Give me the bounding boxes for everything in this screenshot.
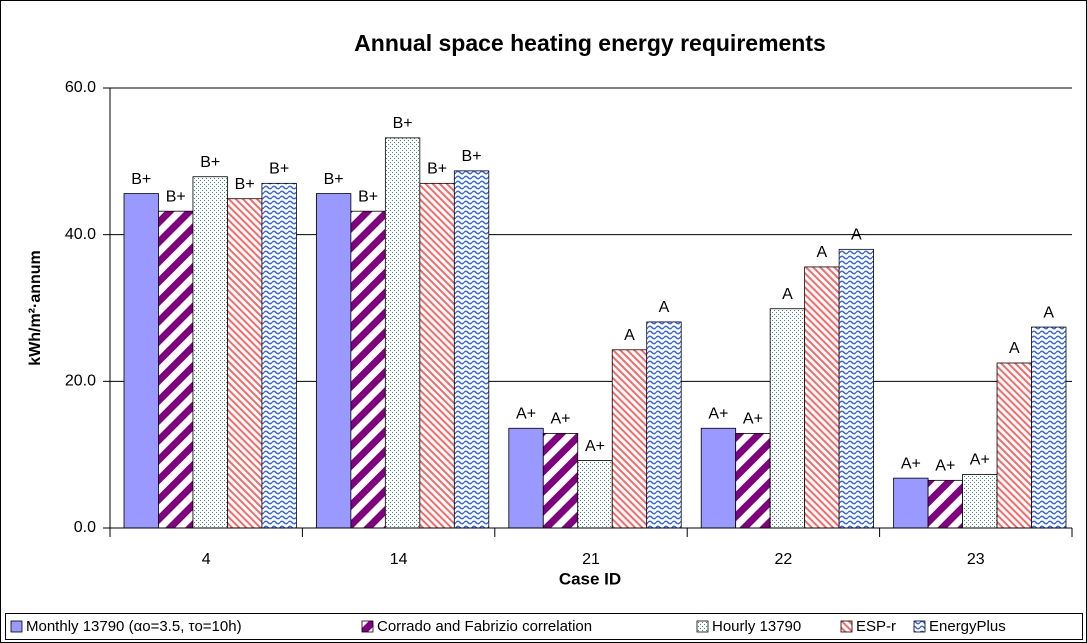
bar xyxy=(700,427,737,529)
rating-label: B+ xyxy=(269,161,289,178)
x-axis-label: Case ID xyxy=(559,569,621,588)
x-tick-label: 22 xyxy=(775,551,793,568)
bar xyxy=(838,248,874,529)
rating-label: A xyxy=(817,244,828,261)
rating-label: A+ xyxy=(708,405,728,422)
bar xyxy=(350,210,386,529)
bar xyxy=(508,427,544,529)
x-tick-label: 21 xyxy=(582,551,600,568)
legend-swatch xyxy=(361,620,374,633)
y-tick-label: 60.0 xyxy=(65,79,96,96)
rating-label: A+ xyxy=(551,411,571,428)
rating-label: A xyxy=(1043,304,1054,321)
rating-label: A+ xyxy=(935,458,955,475)
bar xyxy=(192,176,228,529)
rating-label: A+ xyxy=(516,405,536,422)
x-tick-label: 14 xyxy=(390,551,408,568)
rating-label: A+ xyxy=(743,411,763,428)
rating-label: B+ xyxy=(235,176,255,193)
y-tick-label: 0.0 xyxy=(74,519,96,536)
legend-box xyxy=(5,613,1083,640)
bar xyxy=(1031,326,1067,529)
rating-label: A xyxy=(782,286,793,303)
rating-label: B+ xyxy=(393,115,413,132)
y-tick-label: 20.0 xyxy=(65,373,96,390)
legend-swatch xyxy=(840,620,853,633)
legend-label: EnergyPlus xyxy=(929,618,1006,635)
chart-title: Annual space heating energy requirements xyxy=(354,30,826,56)
rating-label: A+ xyxy=(970,452,990,469)
y-axis-label: kWh/m²·annum xyxy=(27,250,44,366)
rating-label: B+ xyxy=(166,188,186,205)
bar xyxy=(996,362,1032,529)
bar xyxy=(227,198,263,529)
bar xyxy=(315,193,352,529)
bar xyxy=(577,460,613,529)
rating-label: A xyxy=(624,327,635,344)
bar xyxy=(893,477,929,529)
legend-label: Corrado and Fabrizio correlation xyxy=(377,618,592,635)
bar xyxy=(646,321,682,529)
x-tick-label: 23 xyxy=(967,551,985,568)
rating-label: B+ xyxy=(358,188,378,205)
legend-label: Monthly 13790 (αo=3.5, τo=10h) xyxy=(26,618,242,635)
rating-label: A+ xyxy=(585,438,605,455)
bar xyxy=(962,474,998,529)
rating-label: A xyxy=(1009,340,1020,357)
legend-swatch xyxy=(10,620,23,633)
bar xyxy=(769,308,806,529)
bar xyxy=(735,432,771,529)
bar xyxy=(261,182,297,529)
bar xyxy=(123,193,159,529)
bar xyxy=(158,210,194,529)
x-tick-label: 4 xyxy=(202,551,211,568)
rating-label: A xyxy=(851,227,862,244)
rating-label: B+ xyxy=(131,171,151,188)
rating-label: A xyxy=(659,299,670,316)
legend-swatch xyxy=(696,620,709,633)
bar xyxy=(804,266,840,529)
bar xyxy=(927,479,963,529)
bar xyxy=(611,349,648,529)
y-tick-label: 40.0 xyxy=(65,226,96,243)
bar xyxy=(542,432,579,529)
legend-swatch xyxy=(913,620,926,633)
bar xyxy=(453,170,490,529)
bar xyxy=(419,182,455,529)
bar xyxy=(384,137,421,529)
legend-label: Hourly 13790 xyxy=(712,618,801,635)
rating-label: B+ xyxy=(200,154,220,171)
rating-label: B+ xyxy=(324,171,344,188)
legend-label: ESP-r xyxy=(856,618,896,635)
rating-label: A+ xyxy=(901,455,921,472)
rating-label: B+ xyxy=(427,161,447,178)
rating-label: B+ xyxy=(462,148,482,165)
